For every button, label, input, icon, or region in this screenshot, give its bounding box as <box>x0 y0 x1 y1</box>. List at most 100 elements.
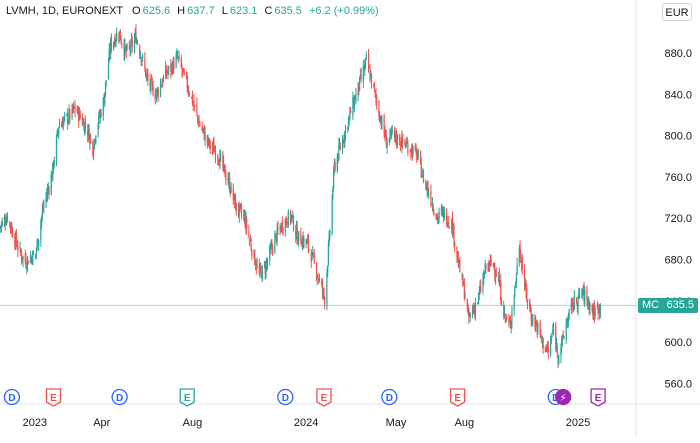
event-marker-letter: ⚡ <box>560 393 567 404</box>
candle-body <box>63 117 65 121</box>
candle-body <box>575 298 578 303</box>
candle-body <box>360 74 362 79</box>
candle-body <box>256 264 258 267</box>
candle-body <box>524 283 526 288</box>
dividend-marker[interactable]: D <box>111 388 128 406</box>
candle-body <box>228 177 231 192</box>
candle-body <box>244 215 246 227</box>
candle-body <box>322 289 324 293</box>
earnings-marker[interactable]: E <box>450 388 466 407</box>
candle-body <box>310 252 312 263</box>
candle-body <box>141 60 143 62</box>
candle-body <box>130 38 133 42</box>
candle-body <box>415 146 417 151</box>
candle-body <box>445 210 448 225</box>
candle-body <box>192 102 194 104</box>
candle-body <box>327 265 329 275</box>
candle-body <box>149 78 151 87</box>
candle-body <box>277 227 279 231</box>
candle-body <box>307 236 309 249</box>
candle-body <box>284 220 286 233</box>
y-tick-label: 720.0 <box>664 213 692 225</box>
candle-body <box>121 43 123 46</box>
candle-body <box>228 178 230 182</box>
candle-body <box>265 263 267 277</box>
earnings-marker[interactable]: E <box>590 388 606 407</box>
candle-body <box>100 112 102 117</box>
x-tick-label: 2023 <box>23 417 47 429</box>
candle-body <box>161 83 163 88</box>
symbol-line: LVMH, 1D, EURONEXT <box>6 5 123 17</box>
candle-body <box>118 36 120 38</box>
candle-body <box>312 255 315 257</box>
candle-body <box>334 162 336 170</box>
candle-body <box>347 118 350 127</box>
candle-body <box>230 184 232 193</box>
candle-body <box>157 89 159 95</box>
earnings-marker[interactable]: E <box>316 388 332 407</box>
currency-button[interactable]: EUR <box>662 3 692 21</box>
candle-body <box>589 302 591 310</box>
candle-body <box>485 263 487 269</box>
candle-body <box>263 264 266 266</box>
event-marker-letter: E <box>184 393 191 404</box>
candle-body <box>414 147 416 150</box>
candle-body <box>394 132 396 137</box>
candle-body <box>280 223 283 231</box>
candle-body <box>208 139 210 145</box>
split-marker[interactable]: ⚡ <box>555 388 572 406</box>
candle-body <box>556 345 558 354</box>
candle-body <box>514 286 516 296</box>
candle-body <box>370 75 372 79</box>
candle-body <box>238 204 240 217</box>
candle-body <box>544 347 546 352</box>
candle-body <box>469 313 471 317</box>
candle-body <box>62 120 64 129</box>
candle-body <box>243 214 246 218</box>
candle-body <box>451 218 454 235</box>
candle-body <box>270 245 272 248</box>
candle-body <box>197 114 199 118</box>
candle-body <box>546 348 549 352</box>
candle-body <box>139 46 141 56</box>
candle-body <box>87 127 90 134</box>
x-tick-label: Aug <box>183 417 203 429</box>
candle-body <box>145 68 147 77</box>
candle-body <box>363 68 365 71</box>
candle-body <box>344 128 347 135</box>
candle-body <box>422 172 424 176</box>
candle-body <box>272 246 274 252</box>
candle-body <box>552 328 555 333</box>
event-marker-letter: D <box>116 393 123 404</box>
candle-body <box>78 111 81 121</box>
candle-body <box>15 232 17 244</box>
candle-body <box>269 247 272 251</box>
candle-body <box>150 79 152 90</box>
earnings-marker[interactable]: E <box>179 388 195 407</box>
candle-body <box>546 345 548 349</box>
candle-body <box>254 251 256 265</box>
dividend-marker[interactable]: D <box>381 388 398 406</box>
candle-body <box>393 127 396 136</box>
dividend-marker[interactable]: D <box>277 388 294 406</box>
candle-body <box>596 306 598 308</box>
candle-body <box>19 247 21 249</box>
x-tick-label: 2025 <box>566 417 590 429</box>
candle-body <box>350 110 352 114</box>
candle-body <box>367 53 370 70</box>
earnings-marker[interactable]: E <box>45 388 62 407</box>
candle-body <box>243 215 245 217</box>
candle-body <box>412 146 414 154</box>
candle-body <box>389 130 391 140</box>
candle-body <box>123 44 125 56</box>
dividend-marker[interactable]: D <box>3 388 21 406</box>
candle-body <box>343 139 345 141</box>
candle-body <box>115 40 117 43</box>
candle-body <box>557 356 559 362</box>
candle-body <box>260 272 263 279</box>
candle-body <box>573 296 575 309</box>
candle-body <box>155 94 157 99</box>
candle-body <box>89 136 91 144</box>
